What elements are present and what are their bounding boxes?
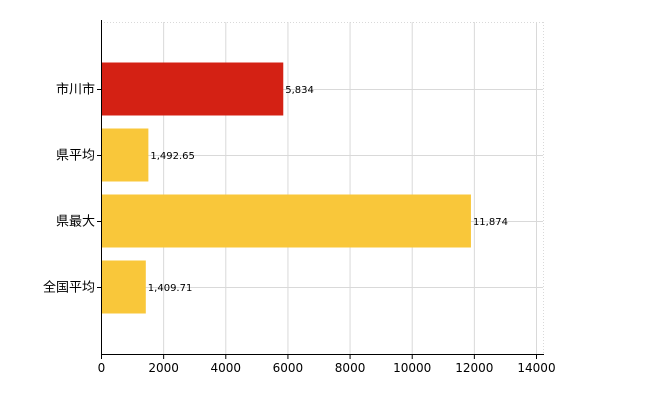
y-tick-label: 全国平均 (43, 280, 95, 296)
x-tick-label: 0 (98, 361, 106, 375)
x-tick-label: 12000 (455, 361, 493, 375)
x-tick-label: 10000 (393, 361, 431, 375)
data-label: 1,409.71 (148, 283, 193, 294)
axes (97, 20, 544, 359)
x-tick-label: 4000 (211, 361, 242, 375)
bar (102, 260, 146, 314)
y-tick-label: 県平均 (56, 149, 95, 164)
data-label: 5,834 (285, 85, 314, 96)
data-label: 11,874 (473, 217, 508, 228)
labels: 5,834 市川市 1,492.65 県平均 11,874 県最大 1,409.71 全国平均… (43, 82, 556, 375)
bar (102, 128, 149, 182)
bar (102, 62, 284, 116)
x-tick-label: 14000 (517, 361, 555, 375)
y-tick-label: 市川市 (56, 82, 95, 98)
data-label: 1,492.65 (150, 151, 195, 162)
x-tick-label: 2000 (148, 361, 179, 375)
x-tick-label: 8000 (335, 361, 366, 375)
bar (102, 194, 471, 248)
y-tick-label: 県最大 (56, 215, 95, 230)
x-tick-label: 6000 (273, 361, 304, 375)
bars (102, 62, 471, 314)
